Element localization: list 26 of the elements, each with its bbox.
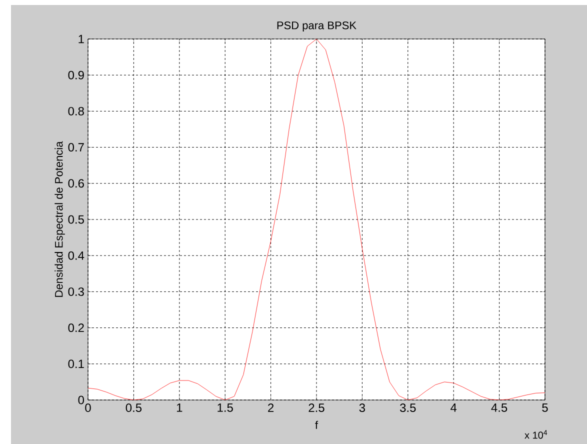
x-tick-label: 1 — [176, 404, 182, 412]
y-axis-title: Densidad Espectral de Potencia — [54, 141, 65, 297]
y-tick-label: 0.2 — [68, 324, 84, 332]
x-tick-label: 3.5 — [400, 404, 416, 412]
text: x 10$^{4}$ — [524, 430, 548, 439]
y-tick-label: 0.9 — [68, 70, 84, 80]
y-tick-label: 0.5 — [68, 215, 84, 224]
y-tick-label: 0.3 — [68, 287, 84, 296]
x-tick-label: 5 — [542, 404, 548, 412]
x-tick-label: 4.5 — [491, 404, 508, 412]
y-tick-label: 0.1 — [68, 360, 84, 368]
x-tick-label: 2 — [268, 404, 274, 412]
y-tick-label: 0.8 — [68, 106, 84, 116]
x-tick-label: 3 — [359, 404, 366, 412]
x-axis-title: f — [315, 420, 318, 429]
y-tick-label: 0.4 — [68, 251, 84, 260]
y-tick-label: 1 — [78, 34, 84, 44]
y-tick-label: 0 — [78, 396, 84, 404]
x-tick-label: 0 — [85, 404, 91, 412]
y-tick-label: 0.7 — [68, 143, 84, 152]
x-tick-label: 4 — [450, 404, 457, 412]
y-tick-label: 0.6 — [68, 179, 84, 188]
x-tick-label: 1.5 — [218, 404, 233, 412]
x-tick-label: 0.5 — [126, 404, 142, 412]
chart-title: PSD para BPSK — [277, 22, 356, 32]
x-tick-label: 2.5 — [308, 404, 324, 412]
